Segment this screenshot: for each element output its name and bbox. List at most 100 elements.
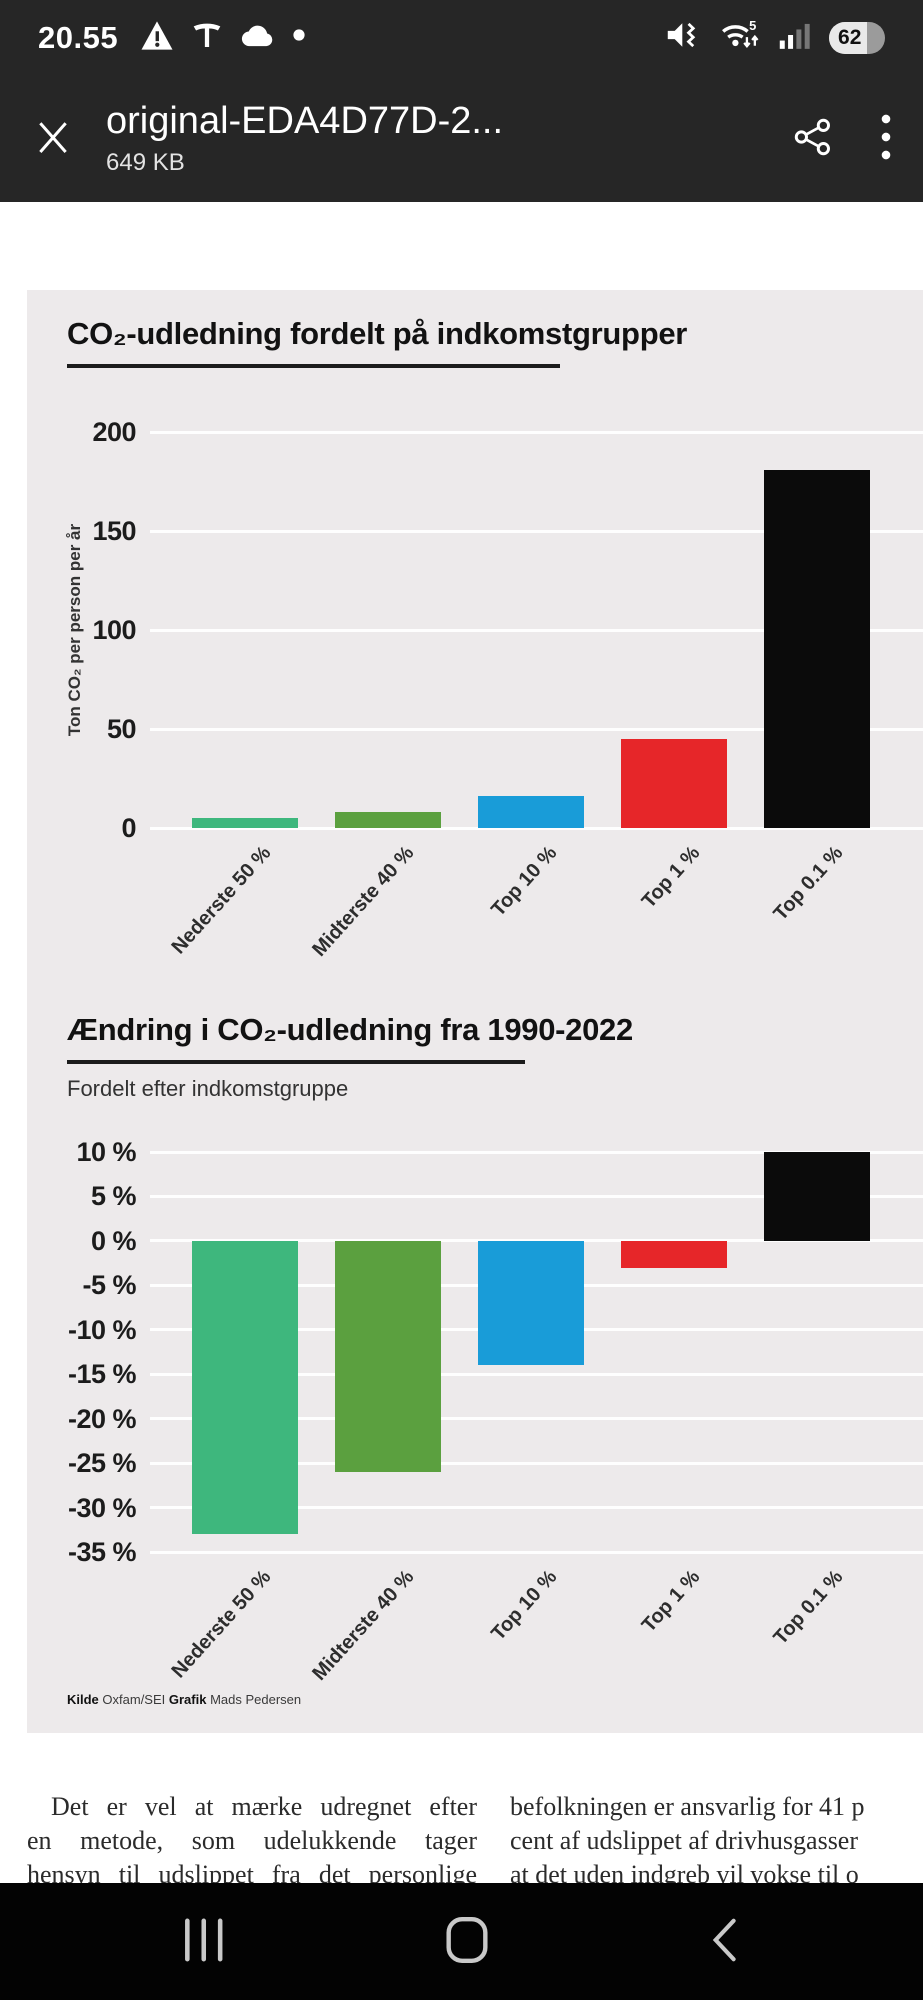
x-axis-label: Top 10 % (487, 842, 562, 921)
x-axis-label: Nederste 50 % (167, 1566, 276, 1683)
x-axis-label: Top 1 % (637, 1566, 705, 1637)
status-bar: 20.55 5 (0, 0, 923, 75)
recents-icon (182, 1916, 226, 1967)
status-bar-right: 5 62 (665, 17, 885, 58)
overflow-menu-button[interactable] (879, 113, 893, 164)
share-icon (791, 115, 835, 162)
gridline (150, 727, 923, 731)
y-axis-tick: -35 % (67, 1537, 137, 1567)
tesla-icon (190, 19, 224, 56)
status-bar-left: 20.55 (38, 19, 306, 56)
gridline (150, 1372, 923, 1376)
clock: 20.55 (38, 19, 119, 55)
page-title: original-EDA4D77D-2... (106, 100, 504, 142)
y-axis-tick: 200 (92, 417, 136, 447)
battery-percent: 62 (838, 25, 862, 49)
battery-indicator: 62 (829, 21, 885, 54)
gridline (150, 430, 923, 434)
back-icon (707, 1916, 741, 1967)
source-value: Oxfam/SEI (98, 1692, 169, 1707)
y-axis-tick: 0 (121, 813, 136, 843)
recents-button[interactable] (182, 1916, 226, 1967)
chart-title: Ændring i CO₂-udledning fra 1990-2022 (67, 1012, 633, 1047)
x-axis-label: Top 10 % (487, 1566, 562, 1645)
bar (335, 812, 441, 828)
file-title-block: original-EDA4D77D-2... 649 KB (106, 100, 771, 177)
home-button[interactable] (445, 1915, 489, 1968)
bar (192, 1240, 298, 1535)
x-axis-label: Midterste 40 % (308, 842, 419, 961)
notification-dot-icon (292, 28, 306, 47)
back-button[interactable] (707, 1916, 741, 1967)
bar (478, 796, 584, 828)
bar (621, 1240, 727, 1268)
chart1-plot-area: 200 150 100 50 0 Nederste 50 % Midterste 40 % T… (92, 417, 923, 961)
y-axis-tick: -30 % (67, 1492, 137, 1523)
graphic-credit-value: Mads Pedersen (206, 1692, 302, 1707)
bar (764, 469, 870, 828)
gridline (150, 1506, 923, 1510)
title-underline (67, 364, 560, 368)
article-line: en metode, som udelukkende tager (27, 1826, 477, 1855)
y-axis-tick: 0 % (90, 1225, 137, 1256)
x-axis-label: Top 0.1 % (769, 842, 848, 925)
x-axis-label: Top 0.1 % (769, 1566, 848, 1649)
share-button[interactable] (791, 115, 835, 162)
svg-text:5: 5 (749, 18, 756, 33)
bar (192, 818, 298, 828)
chart2-plot-area: 10 % 5 % 0 % -5 % -10 % -15 % -20 % -25 % -30 % -… (68, 1137, 923, 1685)
y-axis-tick: 50 (106, 714, 137, 744)
article-line: Det er vel at mærke udregnet efter (51, 1792, 477, 1821)
bar (478, 1240, 584, 1366)
gridline (150, 1150, 923, 1154)
bar (335, 1240, 441, 1472)
battery-fill (829, 21, 868, 54)
article-column-right: befolkningen er ansvarlig for 41 p cent … (510, 1790, 923, 1892)
home-icon (445, 1915, 489, 1968)
y-axis-tick: -10 % (67, 1314, 137, 1345)
gridline (150, 1550, 923, 1554)
source-label: Kilde (67, 1692, 99, 1707)
chart-subtitle: Fordelt efter indkomstgruppe (67, 1076, 349, 1101)
article-column-left: Det er vel at mærke udregnet efter en me… (27, 1790, 477, 1892)
chart-image[interactable]: CO₂-udledning fordelt på indkomstgrupper… (27, 290, 923, 1733)
y-axis-tick: -5 % (82, 1270, 136, 1301)
y-axis-tick: -20 % (67, 1403, 137, 1434)
gridline (150, 1461, 923, 1465)
gridline (150, 1417, 923, 1421)
x-axis-label: Top 1 % (637, 842, 705, 913)
y-axis-tick: -25 % (67, 1448, 137, 1479)
header-actions (791, 113, 893, 164)
file-size: 649 KB (106, 149, 185, 176)
warning-icon (140, 20, 174, 56)
y-axis-tick: 10 % (76, 1137, 136, 1167)
source-line: Kilde Oxfam/SEI Grafik Mads Pedersen (67, 1692, 301, 1707)
graphic-credit-label: Grafik (168, 1692, 207, 1707)
signal-strength-icon (777, 19, 813, 56)
gridline (150, 1194, 923, 1198)
navigation-bar (0, 1883, 923, 2000)
kebab-menu-icon (879, 113, 893, 164)
gridline (150, 826, 923, 830)
gridline (150, 628, 923, 632)
article-line: befolkningen er ansvarlig for 41 p (510, 1792, 865, 1821)
gridline (150, 529, 923, 533)
x-axis-label: Nederste 50 % (167, 842, 276, 959)
y-axis-tick: -15 % (67, 1359, 137, 1390)
bar (621, 738, 727, 828)
wifi-icon: 5 (717, 17, 761, 58)
chart-title: CO₂-udledning fordelt på indkomstgrupper (67, 316, 688, 351)
bar (764, 1152, 870, 1241)
title-underline (67, 1060, 525, 1064)
image-viewer-header: original-EDA4D77D-2... 649 KB (0, 75, 923, 202)
close-button[interactable] (30, 114, 76, 163)
close-icon (30, 114, 76, 163)
mute-vibrate-icon (665, 19, 701, 56)
y-axis-tick: 5 % (90, 1181, 137, 1212)
article-line: cent af udslippet af drivhusgasser (510, 1826, 859, 1855)
chart1-title-block: CO₂-udledning fordelt på indkomstgrupper (67, 316, 687, 368)
x-axis-label: Midterste 40 % (308, 1566, 419, 1685)
y-axis-tick: 100 (92, 615, 136, 645)
cloud-icon (240, 21, 276, 54)
